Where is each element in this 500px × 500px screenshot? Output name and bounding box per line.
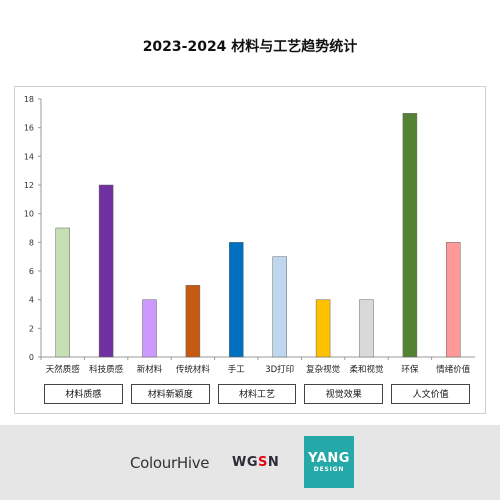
y-tick-label: 6 bbox=[29, 267, 34, 276]
x-tick-label: 3D打印 bbox=[265, 364, 294, 375]
x-tick-label: 情绪价值 bbox=[436, 364, 471, 375]
group-label-0: 材料质感 bbox=[44, 384, 123, 404]
x-tick-label: 新材料 bbox=[137, 364, 163, 375]
y-tick-label: 16 bbox=[24, 124, 34, 133]
bar-5 bbox=[272, 256, 287, 358]
x-tick-label: 环保 bbox=[401, 364, 419, 375]
group-label-1: 材料新颖度 bbox=[130, 384, 210, 404]
y-tick-label: 8 bbox=[29, 238, 34, 247]
chart-title: 2023-2024 材料与工艺趋势统计 bbox=[142, 39, 358, 55]
bar-8 bbox=[402, 113, 418, 358]
x-tick-label: 柔和视觉 bbox=[349, 364, 384, 375]
x-tick-label: 天然质感 bbox=[46, 364, 81, 375]
y-tick-label: 18 bbox=[24, 95, 34, 104]
bar-9 bbox=[446, 242, 461, 358]
bar-6 bbox=[315, 299, 331, 358]
y-tick-label: 14 bbox=[24, 152, 34, 161]
yang-design-logo: YANG DESIGN bbox=[304, 436, 354, 488]
x-tick-label: 复杂视觉 bbox=[306, 364, 341, 375]
y-tick-label: 10 bbox=[24, 210, 34, 219]
group-label-3: 视觉效果 bbox=[304, 384, 384, 404]
footer-logos: ColourHive WGSN YANG DESIGN bbox=[0, 425, 500, 500]
group-label-4: 人文价值 bbox=[391, 384, 470, 404]
chart-area: 0 2 4 6 8 10 12 14 16 18 天然质感 科技质感 新材料 传统材料 手工 3D打印 复杂视觉… bbox=[14, 86, 486, 414]
group-label-2: 材料工艺 bbox=[217, 384, 297, 404]
x-tick-label: 传统材料 bbox=[176, 364, 211, 375]
bar-4 bbox=[229, 242, 244, 358]
x-tick-label: 手工 bbox=[228, 364, 246, 375]
bar-chart: 0 2 4 6 8 10 12 14 16 18 天然质感 科技质感 新材料 传统材料 手工 3D打印 复杂视觉… bbox=[24, 95, 475, 375]
colourhive-logo: ColourHive bbox=[130, 454, 210, 472]
y-tick-label: 0 bbox=[29, 353, 34, 362]
y-tick-label: 2 bbox=[29, 324, 34, 333]
y-tick-label: 4 bbox=[29, 296, 34, 305]
bar-7 bbox=[359, 299, 374, 358]
x-tick-label: 科技质感 bbox=[89, 364, 124, 375]
bar-0 bbox=[55, 227, 70, 358]
wgsn-logo: WGSN bbox=[232, 455, 280, 470]
bar-1 bbox=[98, 184, 114, 358]
bar-3 bbox=[185, 285, 201, 358]
bar-2 bbox=[142, 299, 157, 358]
y-tick-label: 12 bbox=[24, 181, 34, 190]
